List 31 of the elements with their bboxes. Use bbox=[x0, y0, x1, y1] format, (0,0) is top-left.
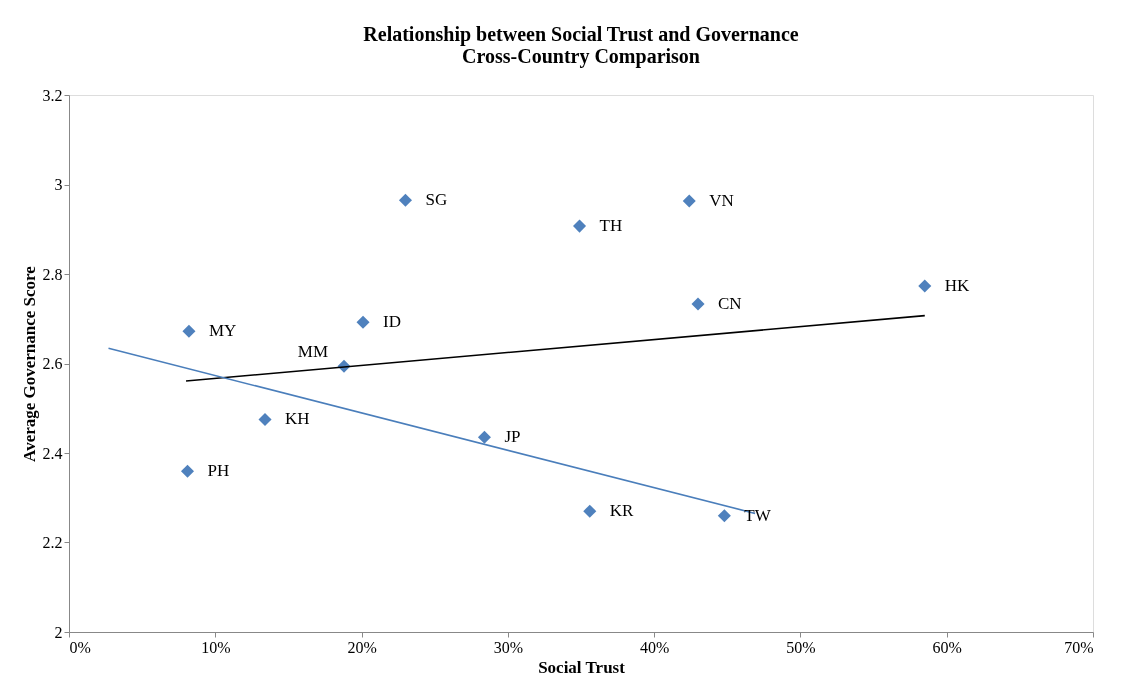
x-tick-label: 30% bbox=[493, 638, 524, 656]
x-tick-label: 50% bbox=[786, 638, 816, 656]
chart-title: Relationship between Social Trust and Governance Cross-Country Comparison bbox=[363, 23, 799, 68]
annotation: MM bbox=[297, 342, 329, 362]
y-tick-label: 2.4 bbox=[42, 444, 63, 462]
x-tick-label: 0% bbox=[69, 638, 91, 656]
annotation: VN bbox=[709, 191, 734, 211]
x-tick-label: 60% bbox=[932, 638, 962, 656]
y-axis-title: Average Governance Score bbox=[19, 265, 39, 462]
x-tick-label: 40% bbox=[639, 638, 670, 656]
annotation: SG bbox=[425, 190, 448, 210]
annotation: HK bbox=[944, 276, 971, 296]
x-tick-label: 10% bbox=[201, 638, 231, 656]
annotation: ID bbox=[383, 312, 401, 332]
y-tick-label: 2.8 bbox=[42, 265, 63, 283]
y-tick-label: 2 bbox=[54, 623, 63, 641]
x-axis-title: Social Trust bbox=[538, 657, 626, 677]
y-tick-label: 2.6 bbox=[42, 355, 63, 372]
y-tick-label: 3.2 bbox=[42, 86, 63, 104]
annotation: CN bbox=[718, 293, 742, 313]
y-tick-label: 3 bbox=[54, 176, 63, 193]
y-tick-label: 2.2 bbox=[42, 534, 63, 551]
annotation: KR bbox=[609, 501, 635, 521]
annotation: MY bbox=[208, 321, 237, 341]
annotation: JP bbox=[504, 427, 521, 447]
annotation: TH bbox=[599, 216, 623, 236]
x-tick-label: 70% bbox=[1064, 638, 1094, 656]
annotation: KH bbox=[285, 409, 310, 429]
annotation: TW bbox=[744, 505, 772, 525]
x-tick-label: 20% bbox=[347, 638, 377, 656]
annotation: PH bbox=[207, 461, 230, 481]
